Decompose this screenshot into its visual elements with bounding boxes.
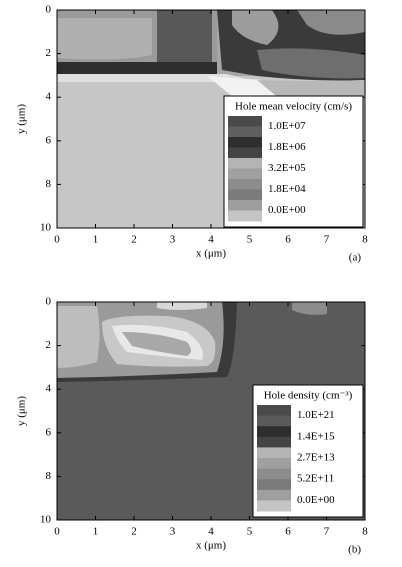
- y-tick-label: 4: [46, 91, 52, 103]
- y-tick-label: 0: [46, 4, 52, 16]
- x-tick-label: 0: [54, 234, 60, 246]
- legend-swatch: [228, 158, 262, 169]
- x-tick-label: 3: [170, 234, 176, 246]
- y-tick-label: 2: [46, 47, 52, 59]
- x-tick-label: 1: [93, 526, 99, 538]
- legend-swatch: [257, 468, 291, 480]
- legend-swatch: [228, 200, 262, 211]
- x-tick-label: 3: [170, 526, 176, 538]
- x-tick-label: 6: [285, 234, 291, 246]
- legend-swatch: [257, 489, 291, 501]
- y-tick-label: 10: [40, 222, 52, 234]
- contour-field-b: [57, 302, 365, 520]
- x-tick-label: 7: [324, 234, 330, 246]
- x-tick-label: 2: [131, 234, 137, 246]
- x-axis-title: x (μm): [196, 248, 226, 260]
- legend-swatch: [257, 447, 291, 459]
- y-tick-label: 8: [46, 178, 52, 190]
- legend-swatch: [228, 189, 262, 201]
- x-tick-label: 2: [131, 526, 137, 538]
- legend-label: 0.0E+00: [297, 494, 335, 506]
- legend-label: 1.4E+15: [297, 430, 335, 442]
- legend-swatch: [228, 210, 262, 222]
- y-tick-label: 4: [46, 383, 52, 395]
- y-tick-label: 2: [46, 339, 52, 351]
- legend-swatch: [228, 147, 262, 159]
- y-tick-label: 6: [46, 426, 52, 438]
- y-tick-label: 10: [40, 514, 52, 526]
- y-axis-title: y (μm): [16, 396, 28, 426]
- y-tick-label: 6: [46, 134, 52, 146]
- legend-swatch: [228, 116, 262, 127]
- panel-label: (b): [348, 544, 361, 556]
- legend-swatch: [228, 126, 262, 138]
- legend-label: 1.0E+07: [268, 120, 306, 132]
- x-tick-label: 8: [362, 526, 368, 538]
- x-tick-label: 7: [324, 526, 330, 538]
- legend-swatch: [228, 168, 262, 180]
- legend-swatch: [257, 415, 291, 427]
- x-tick-label: 6: [285, 526, 291, 538]
- legend-label: 1.0E+21: [297, 409, 335, 421]
- legend-label: 5.2E+11: [297, 473, 334, 485]
- y-tick-label: 0: [46, 296, 52, 308]
- legend-swatch: [257, 500, 291, 512]
- x-tick-label: 4: [208, 526, 214, 538]
- y-tick-label: 8: [46, 470, 52, 482]
- x-tick-label: 4: [208, 234, 214, 246]
- legend-label: 0.0E+00: [268, 204, 306, 216]
- x-tick-label: 0: [54, 526, 60, 538]
- legend-title: Hole density (cm⁻³): [264, 390, 353, 402]
- x-axis-title: x (μm): [196, 540, 226, 552]
- legend-swatch: [257, 458, 291, 470]
- x-tick-label: 1: [93, 234, 99, 246]
- legend-swatch: [228, 137, 262, 148]
- legend-swatch: [257, 405, 291, 417]
- x-tick-label: 8: [362, 234, 368, 246]
- legend-label: 1.8E+04: [268, 183, 306, 195]
- legend-label: 3.2E+05: [268, 162, 306, 174]
- legend-swatch: [228, 179, 262, 190]
- legend-swatch: [257, 426, 291, 438]
- x-tick-label: 5: [247, 234, 253, 246]
- legend-title: Hole mean velocity (cm/s): [235, 101, 352, 113]
- legend-label: 2.7E+13: [297, 452, 335, 464]
- x-tick-label: 5: [247, 526, 253, 538]
- legend-label: 1.8E+06: [268, 141, 306, 153]
- legend-swatch: [257, 479, 291, 491]
- panel-label: (a): [349, 252, 362, 264]
- legend-swatch: [257, 436, 291, 448]
- y-axis-title: y (μm): [16, 104, 28, 134]
